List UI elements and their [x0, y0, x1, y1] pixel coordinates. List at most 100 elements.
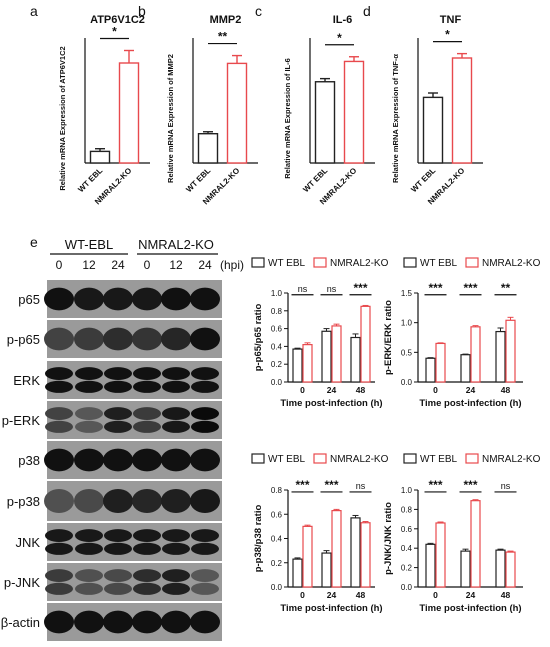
y-tick-label: 0.2 — [271, 360, 283, 369]
y-axis-label: p-p65/p65 ratio — [253, 304, 264, 372]
band — [45, 582, 73, 595]
panel-b: b MMP2 Relative mRNA Expression of MMP2 WT … — [138, 3, 258, 206]
legend-swatch-wt — [403, 453, 417, 464]
row-label: p38 — [18, 453, 40, 468]
bar-nmral2-ko — [435, 342, 446, 383]
band — [190, 287, 220, 311]
bar-wt-ebl — [495, 549, 506, 588]
band — [161, 489, 191, 513]
legend-label-ko: NMRAL2-KO — [482, 258, 541, 269]
band — [45, 367, 73, 381]
band — [74, 610, 104, 634]
x-tick-label: 48 — [501, 590, 511, 600]
legend-label-ko: NMRAL2-KO — [330, 258, 389, 269]
y-tick-label: 0.0 — [271, 583, 283, 592]
legend-swatch-ko — [313, 257, 327, 268]
y-tick-label: 0.8 — [271, 486, 283, 495]
y-tick-label: 1.0 — [401, 486, 413, 495]
band — [162, 542, 190, 555]
band — [191, 542, 219, 555]
panel-letter: d — [363, 3, 371, 19]
band — [75, 367, 103, 381]
x-axis-label: Time post-infection (h) — [280, 398, 382, 409]
x-tick-label: 24 — [466, 385, 476, 395]
band — [104, 367, 132, 381]
significance-label: *** — [295, 478, 309, 492]
y-tick-label: 0.8 — [271, 307, 283, 316]
legend-swatch-ko — [313, 453, 327, 464]
band — [75, 420, 103, 433]
significance-label: * — [337, 31, 342, 45]
band — [45, 542, 73, 555]
band — [133, 407, 161, 421]
band — [44, 327, 74, 351]
band — [75, 542, 103, 555]
bar-wt-ebl — [495, 330, 506, 383]
significance-label: ** — [218, 30, 228, 44]
band — [103, 610, 133, 634]
quant-chart-2: WT EBL NMRAL2-KO 0.0 0.5 1.0 1.5 p-ERK/ERK rat… — [383, 257, 541, 409]
x-tick-label: 0 — [433, 590, 438, 600]
legend-label-wt: WT EBL — [420, 454, 457, 465]
unit-label: (hpi) — [220, 258, 244, 272]
band — [161, 287, 191, 311]
y-axis-label: p-p38/p38 ratio — [253, 505, 264, 573]
band — [133, 569, 161, 582]
panel-letter: a — [30, 3, 38, 19]
x-tick-label: WT EBL — [409, 166, 437, 194]
blot-membrane — [47, 523, 222, 561]
blot-row-p65: p65 — [18, 280, 222, 318]
significance-label: ns — [356, 481, 366, 491]
y-axis-label: Relative mRNA Expression of IL-6 — [283, 58, 292, 179]
band — [45, 569, 73, 582]
bar-nmral2-ko — [360, 522, 371, 588]
bar-wt-ebl — [321, 552, 332, 588]
significance-label: *** — [428, 478, 442, 492]
band — [133, 529, 161, 542]
x-tick-label: WT EBL — [184, 166, 212, 194]
y-tick-label: 0.0 — [401, 378, 413, 387]
band — [162, 529, 190, 542]
blot-membrane — [47, 361, 222, 399]
x-axis-label: Time post-infection (h) — [419, 398, 521, 409]
bar-nmral2-ko — [505, 319, 516, 383]
band — [191, 420, 219, 433]
y-tick-label: 0.5 — [401, 348, 413, 357]
band — [44, 489, 74, 513]
timepoint-label: 12 — [82, 258, 96, 272]
y-tick-label: 0.2 — [271, 559, 283, 568]
legend-swatch-wt — [251, 453, 265, 464]
band — [75, 529, 103, 542]
significance-label: ns — [501, 481, 511, 491]
bar-wt-ebl — [350, 517, 361, 588]
bar-nmral2-ko — [226, 62, 248, 164]
band — [104, 380, 132, 393]
y-axis-label: Relative mRNA Expression of ATP6V1C2 — [58, 46, 67, 190]
band — [191, 582, 219, 595]
panel-c: c IL-6 Relative mRNA Expression of IL-6 WT … — [255, 3, 375, 206]
bar-wt-ebl — [292, 348, 303, 383]
y-tick-label: 0.4 — [271, 342, 283, 351]
band — [44, 448, 74, 472]
band — [133, 420, 161, 433]
band — [190, 489, 220, 513]
y-tick-label: 0.0 — [401, 583, 413, 592]
bar-nmral2-ko — [470, 500, 481, 588]
row-label: p-p38 — [7, 494, 40, 509]
significance-label: *** — [428, 281, 442, 295]
band — [132, 489, 162, 513]
significance-label: * — [445, 28, 450, 42]
band — [162, 420, 190, 433]
band — [74, 448, 104, 472]
timepoint-label: 24 — [198, 258, 212, 272]
x-tick-label: 0 — [433, 385, 438, 395]
y-tick-label: 0.2 — [401, 564, 413, 573]
band — [162, 582, 190, 595]
blot-membrane — [47, 563, 222, 601]
band — [45, 380, 73, 393]
significance-label: *** — [463, 281, 477, 295]
y-axis-label: Relative mRNA Expression of MMP2 — [166, 54, 175, 183]
x-tick-label: 48 — [501, 385, 511, 395]
bar-wt-ebl — [422, 96, 444, 164]
band — [162, 380, 190, 393]
